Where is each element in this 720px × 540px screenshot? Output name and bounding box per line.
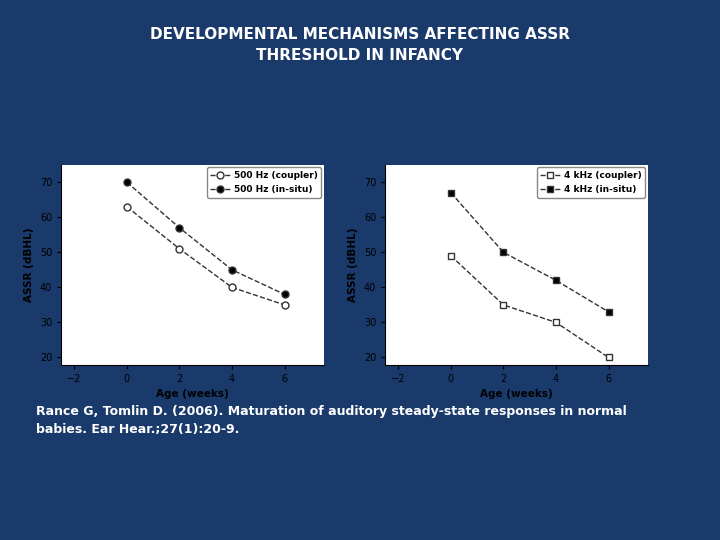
500 Hz (coupler) (175, 246, 184, 252)
500 Hz (in-situ) (228, 267, 236, 273)
4 kHz (in-situ) (446, 190, 455, 196)
Line: 500 Hz (in-situ): 500 Hz (in-situ) (123, 179, 288, 298)
Text: Rance G, Tomlin D. (2006). Maturation of auditory steady-state responses in norm: Rance G, Tomlin D. (2006). Maturation of… (36, 405, 626, 436)
Line: 4 kHz (in-situ): 4 kHz (in-situ) (447, 189, 612, 315)
X-axis label: Age (weeks): Age (weeks) (156, 389, 229, 399)
500 Hz (in-situ) (280, 291, 289, 298)
Line: 4 kHz (coupler): 4 kHz (coupler) (447, 252, 612, 361)
4 kHz (coupler) (552, 319, 560, 326)
500 Hz (coupler) (280, 302, 289, 308)
Y-axis label: ASSR (dBHL): ASSR (dBHL) (24, 227, 35, 302)
4 kHz (in-situ) (604, 309, 613, 315)
4 kHz (in-situ) (499, 249, 508, 255)
Legend: 4 kHz (coupler), 4 kHz (in-situ): 4 kHz (coupler), 4 kHz (in-situ) (537, 167, 645, 198)
4 kHz (coupler) (499, 302, 508, 308)
Text: DEVELOPMENTAL MECHANISMS AFFECTING ASSR
THRESHOLD IN INFANCY: DEVELOPMENTAL MECHANISMS AFFECTING ASSR … (150, 27, 570, 63)
500 Hz (in-situ) (122, 179, 131, 185)
500 Hz (coupler) (228, 284, 236, 291)
500 Hz (coupler) (122, 204, 131, 210)
4 kHz (in-situ) (552, 277, 560, 284)
Y-axis label: ASSR (dBHL): ASSR (dBHL) (348, 227, 359, 302)
4 kHz (coupler) (446, 253, 455, 259)
500 Hz (in-situ) (175, 225, 184, 231)
4 kHz (coupler) (604, 354, 613, 361)
X-axis label: Age (weeks): Age (weeks) (480, 389, 553, 399)
Legend: 500 Hz (coupler), 500 Hz (in-situ): 500 Hz (coupler), 500 Hz (in-situ) (207, 167, 321, 198)
Line: 500 Hz (coupler): 500 Hz (coupler) (123, 203, 288, 308)
